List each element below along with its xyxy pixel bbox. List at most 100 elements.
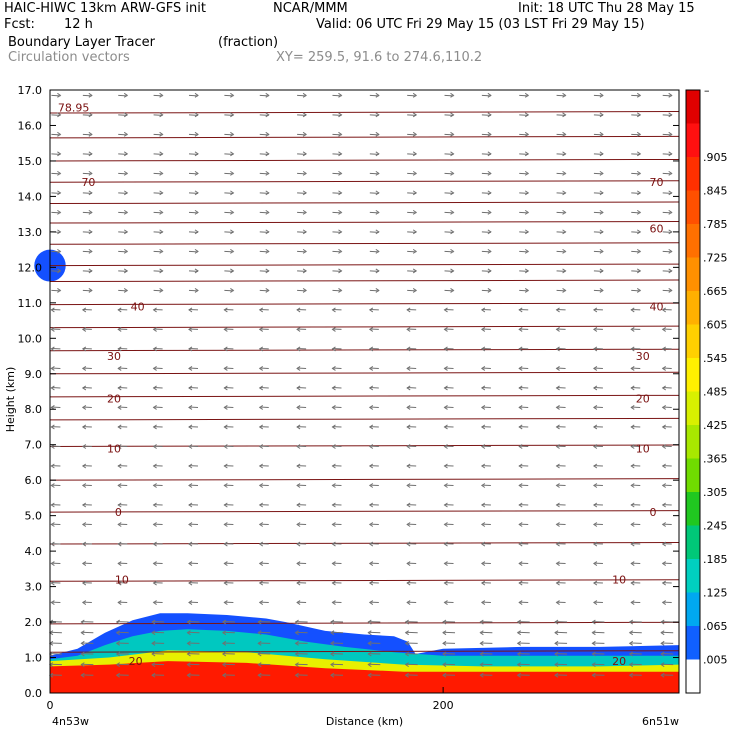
- circulation-vector: [117, 502, 128, 508]
- circulation-vector: [593, 600, 603, 605]
- circulation-vector: [118, 190, 129, 196]
- circulation-vector: [519, 112, 530, 118]
- circulation-vector: [118, 268, 129, 274]
- circulation-vector: [223, 502, 234, 508]
- vector-head: [406, 307, 411, 313]
- circulation-vector: [257, 662, 271, 668]
- circulation-vector: [224, 209, 235, 215]
- circulation-vector: [591, 672, 605, 678]
- org-label: NCAR/MMM: [273, 1, 348, 16]
- vector-head: [630, 483, 635, 488]
- circulation-vector: [188, 561, 199, 566]
- vector-head: [593, 600, 598, 605]
- circulation-vector: [82, 151, 93, 157]
- circulation-vector: [152, 424, 163, 430]
- contour-label: 70: [81, 176, 95, 189]
- circulation-vector: [296, 600, 307, 605]
- circulation-vector: [153, 131, 164, 137]
- y-tick-label: 1.0: [25, 652, 43, 665]
- vector-head: [258, 385, 264, 391]
- vector-head: [368, 541, 374, 547]
- circulation-vector: [660, 651, 674, 657]
- vector-head: [555, 522, 560, 527]
- vector-head: [630, 541, 635, 547]
- circulation-vector: [481, 287, 492, 293]
- circulation-vector: [480, 483, 491, 488]
- vector-head: [50, 541, 55, 547]
- circulation-vector: [331, 541, 342, 547]
- circulation-vector: [628, 672, 642, 678]
- circulation-vector: [297, 131, 308, 137]
- vector-head: [331, 580, 336, 586]
- circulation-vector: [555, 561, 566, 566]
- vector-head: [480, 522, 486, 527]
- circulation-vector: [628, 640, 642, 646]
- vector-head: [555, 600, 560, 605]
- x-tick-label: 0: [47, 699, 54, 712]
- circulation-vector: [258, 502, 269, 508]
- circulation-vector: [297, 268, 308, 274]
- circulation-vector: [118, 131, 129, 137]
- vector-head: [518, 346, 523, 352]
- vector-head: [117, 307, 122, 313]
- colorbar-label: .425: [703, 419, 728, 432]
- vector-head: [368, 327, 374, 332]
- vector-head: [443, 541, 448, 547]
- vector-head: [518, 385, 523, 391]
- circulation-vector: [662, 151, 673, 157]
- circulation-vector: [481, 170, 492, 176]
- circulation-vector: [50, 424, 61, 430]
- vector-head: [555, 561, 560, 566]
- vector-head: [524, 209, 530, 215]
- circulation-vector: [555, 405, 566, 410]
- vector-head: [412, 151, 418, 157]
- circulation-vector: [444, 170, 455, 176]
- circulation-vector: [593, 209, 604, 215]
- circulation-vector: [555, 424, 566, 430]
- vector-head: [188, 561, 193, 566]
- vector-head: [404, 651, 409, 657]
- vector-head: [562, 248, 567, 254]
- y-tick-label: 4.0: [25, 545, 43, 558]
- vector-head: [115, 662, 121, 668]
- vector-head: [593, 541, 598, 547]
- vector-head: [524, 190, 530, 196]
- vector-head: [599, 112, 604, 118]
- circulation-vector: [407, 248, 418, 254]
- vector-head: [123, 170, 129, 176]
- vector-head: [660, 672, 665, 678]
- vector-head: [258, 502, 264, 508]
- vector-head: [591, 619, 596, 625]
- circulation-vector: [331, 385, 342, 391]
- vector-head: [223, 405, 228, 410]
- circulation-vector: [81, 541, 92, 547]
- circulation-vector: [660, 640, 674, 646]
- vector-head: [265, 190, 270, 196]
- colorbar-label: .065: [703, 620, 728, 633]
- circulation-vector: [519, 131, 530, 137]
- contour-line: [49, 201, 680, 205]
- vector-head: [57, 112, 62, 118]
- vector-head: [117, 463, 122, 469]
- circulation-vector: [82, 209, 93, 215]
- y-tick-label: 11.0: [18, 297, 43, 310]
- circulation-vector: [152, 580, 163, 586]
- colorbar-label: .785: [703, 218, 728, 231]
- colorbar-label: .005: [703, 654, 728, 667]
- circulation-vector: [555, 385, 566, 391]
- circulation-vector: [630, 522, 641, 527]
- vector-head: [518, 522, 523, 527]
- circulation-vector: [481, 151, 492, 157]
- vector-head: [296, 327, 301, 332]
- vector-head: [152, 483, 157, 488]
- vector-head: [487, 131, 492, 137]
- vector-head: [668, 92, 673, 98]
- circulation-vector: [369, 248, 380, 254]
- circulation-vector: [556, 229, 567, 235]
- circulation-vector: [152, 600, 163, 605]
- vector-head: [230, 248, 235, 254]
- vector-head: [630, 307, 635, 313]
- circulation-vector: [518, 463, 529, 469]
- vector-head: [223, 385, 228, 391]
- circulation-vector: [81, 424, 92, 430]
